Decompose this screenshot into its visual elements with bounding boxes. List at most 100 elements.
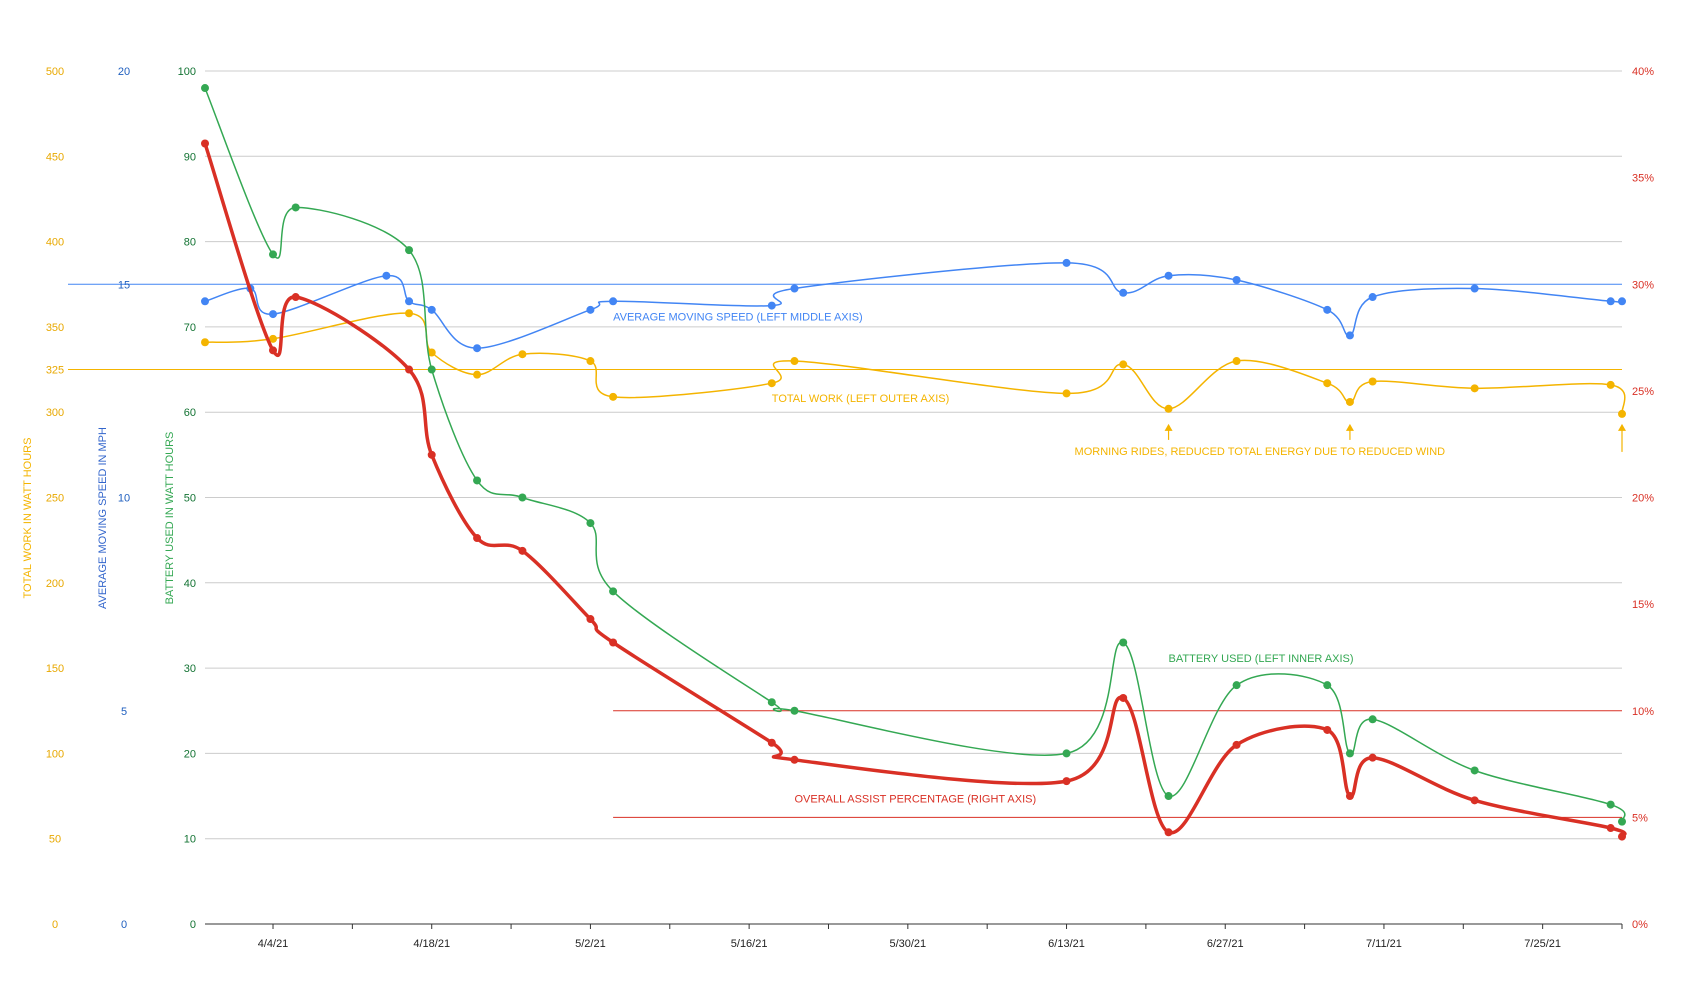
left-outer-tick-200: 200 bbox=[46, 578, 64, 590]
data-point-right-0 bbox=[201, 139, 209, 148]
data-point-left-outer-14 bbox=[1323, 379, 1332, 388]
data-point-right-4 bbox=[427, 450, 436, 459]
data-point-right-18 bbox=[1470, 796, 1479, 805]
data-point-right-20 bbox=[1618, 832, 1626, 841]
x-tick-label-5-30-21: 5/30/21 bbox=[889, 938, 926, 950]
data-point-left-inner-7 bbox=[586, 519, 595, 528]
annotation-text-0: MORNING RIDES, REDUCED TOTAL ENERGY DUE … bbox=[1075, 446, 1446, 458]
data-point-left-middle-12 bbox=[1119, 288, 1128, 297]
data-point-left-inner-14 bbox=[1232, 681, 1241, 690]
data-point-left-inner-3 bbox=[405, 246, 414, 255]
left-inner-tick-80: 80 bbox=[184, 237, 196, 249]
data-point-left-inner-16 bbox=[1345, 749, 1354, 758]
data-point-right-5 bbox=[473, 534, 482, 543]
data-point-left-outer-11 bbox=[1119, 360, 1128, 369]
data-point-left-inner-5 bbox=[473, 476, 482, 485]
left-middle-tick-15: 15 bbox=[118, 279, 130, 291]
data-point-left-outer-16 bbox=[1368, 377, 1377, 386]
left-outer-tick-325: 325 bbox=[46, 365, 64, 377]
data-point-left-outer-3 bbox=[427, 348, 436, 357]
data-point-right-17 bbox=[1368, 753, 1377, 762]
x-tick-label-5-16-21: 5/16/21 bbox=[731, 938, 768, 950]
left-middle-tick-20: 20 bbox=[118, 66, 130, 78]
right-tick-15: 15% bbox=[1632, 599, 1654, 611]
x-tick-label-7-11-21: 7/11/21 bbox=[1366, 938, 1402, 950]
x-tick-label-4-18-21: 4/18/21 bbox=[413, 938, 450, 950]
right-tick-20: 20% bbox=[1632, 493, 1654, 505]
data-point-right-9 bbox=[767, 738, 776, 747]
data-point-left-middle-20 bbox=[1618, 297, 1626, 306]
left-outer-tick-100: 100 bbox=[46, 748, 64, 760]
data-point-right-10 bbox=[790, 755, 799, 764]
data-point-left-middle-8 bbox=[609, 297, 618, 306]
data-point-left-inner-1 bbox=[269, 250, 278, 259]
data-point-right-12 bbox=[1119, 693, 1128, 702]
data-point-left-middle-10 bbox=[790, 284, 799, 293]
data-point-left-outer-2 bbox=[405, 309, 414, 318]
left-outer-tick-500: 500 bbox=[46, 66, 64, 78]
left-middle-tick-10: 10 bbox=[118, 493, 130, 505]
data-point-right-11 bbox=[1062, 777, 1071, 786]
data-point-left-outer-9 bbox=[790, 357, 799, 366]
right-tick-5: 5% bbox=[1632, 812, 1648, 824]
left-inner-tick-30: 30 bbox=[184, 663, 196, 675]
data-point-left-inner-11 bbox=[1062, 749, 1071, 758]
left-inner-axis-title: BATTERY USED IN WATT HOURS bbox=[164, 432, 176, 605]
data-point-right-16 bbox=[1345, 792, 1354, 801]
left-outer-tick-450: 450 bbox=[46, 151, 64, 163]
data-point-left-middle-17 bbox=[1368, 293, 1377, 302]
data-point-left-middle-18 bbox=[1470, 284, 1479, 293]
data-point-left-outer-0 bbox=[201, 338, 209, 347]
x-tick-label-6-13-21: 6/13/21 bbox=[1048, 938, 1085, 950]
data-point-right-3 bbox=[405, 365, 414, 374]
data-point-left-inner-13 bbox=[1164, 792, 1173, 801]
data-point-left-outer-7 bbox=[609, 392, 618, 401]
right-tick-10: 10% bbox=[1632, 706, 1654, 718]
left-outer-tick-50: 50 bbox=[49, 834, 61, 846]
data-point-left-outer-18 bbox=[1606, 380, 1615, 389]
data-point-right-14 bbox=[1232, 740, 1241, 749]
data-point-left-inner-10 bbox=[790, 706, 799, 715]
x-tick-label-7-25-21: 7/25/21 bbox=[1524, 938, 1561, 950]
left-outer-tick-250: 250 bbox=[46, 493, 64, 505]
data-point-left-outer-4 bbox=[473, 370, 482, 379]
data-point-left-middle-9 bbox=[767, 301, 776, 310]
data-point-left-middle-0 bbox=[201, 297, 209, 306]
series-label-total-work-left-outer-axis: TOTAL WORK (LEFT OUTER AXIS) bbox=[772, 393, 949, 405]
data-point-left-middle-11 bbox=[1062, 258, 1071, 267]
left-middle-tick-5: 5 bbox=[121, 706, 127, 718]
data-point-left-inner-0 bbox=[201, 84, 209, 93]
left-inner-tick-50: 50 bbox=[184, 493, 196, 505]
left-inner-tick-90: 90 bbox=[184, 151, 196, 163]
data-point-left-inner-17 bbox=[1368, 715, 1377, 724]
series-overall-assist-percentage-right-axis bbox=[201, 139, 1627, 841]
left-middle-axis-title: AVERAGE MOVING SPEED IN MPH bbox=[97, 427, 109, 609]
left-outer-axis-title: TOTAL WORK IN WATT HOURS bbox=[22, 438, 34, 599]
series-layer bbox=[201, 84, 1627, 841]
left-outer-tick-400: 400 bbox=[46, 237, 64, 249]
data-point-left-outer-8 bbox=[767, 379, 776, 388]
right-tick-35: 35% bbox=[1632, 173, 1654, 185]
left-inner-tick-60: 60 bbox=[184, 407, 196, 419]
data-point-left-inner-15 bbox=[1323, 681, 1332, 690]
x-tick-label-4-4-21: 4/4/21 bbox=[258, 938, 289, 950]
right-tick-0: 0% bbox=[1632, 919, 1648, 931]
axes-layer: 4/4/21 4/18/21 5/2/21 5/16/21 5/30/21 6/13/21… bbox=[22, 66, 1654, 950]
data-point-left-inner-2 bbox=[291, 203, 300, 212]
series-label-battery-used-left-inner-axis: BATTERY USED (LEFT INNER AXIS) bbox=[1169, 653, 1354, 665]
data-point-left-middle-6 bbox=[473, 344, 482, 353]
data-point-left-outer-5 bbox=[518, 350, 527, 359]
data-point-right-15 bbox=[1323, 725, 1332, 734]
data-point-left-middle-15 bbox=[1323, 305, 1332, 314]
data-point-left-middle-13 bbox=[1164, 271, 1173, 280]
series-battery-used-left-inner-axis bbox=[201, 84, 1626, 826]
left-inner-tick-40: 40 bbox=[184, 578, 196, 590]
data-point-left-inner-6 bbox=[518, 493, 527, 502]
reference-lines bbox=[68, 283, 1622, 818]
series-line-overall-assist-percentage-right-axis bbox=[203, 142, 1627, 839]
annotation-arrow-head-0 bbox=[1164, 423, 1173, 431]
data-point-right-8 bbox=[609, 638, 618, 647]
series-label-average-moving-speed-left-middle-axis: AVERAGE MOVING SPEED (LEFT MIDDLE AXIS) bbox=[613, 312, 863, 324]
